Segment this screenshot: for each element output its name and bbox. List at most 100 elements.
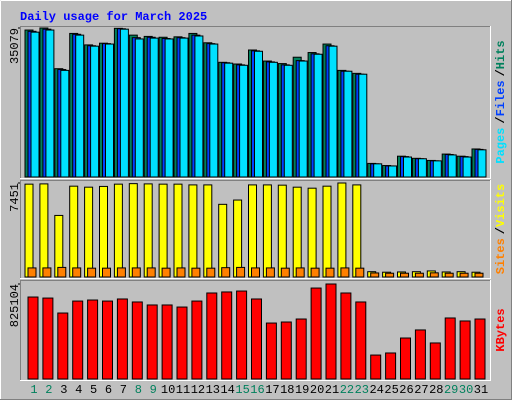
y-tick-label: 7451 xyxy=(8,183,22,212)
bar xyxy=(474,272,484,278)
bar xyxy=(373,163,383,178)
bar xyxy=(24,183,34,278)
x-tick-label: 31 xyxy=(474,383,488,397)
x-tick-label: 26 xyxy=(399,383,413,397)
bar xyxy=(444,272,454,278)
bar xyxy=(295,318,307,380)
bar xyxy=(343,70,353,178)
bar xyxy=(60,69,70,178)
bar xyxy=(328,45,338,178)
bar xyxy=(161,304,173,380)
bar xyxy=(352,184,362,278)
bar xyxy=(313,53,323,178)
x-tick-label: 9 xyxy=(150,383,157,397)
bar xyxy=(459,272,469,278)
bar xyxy=(99,185,108,278)
bar xyxy=(388,165,398,178)
bar xyxy=(251,267,260,278)
x-tick-label: 25 xyxy=(384,383,398,397)
bar xyxy=(113,183,123,278)
bar xyxy=(72,300,84,380)
bar xyxy=(176,267,186,278)
bar xyxy=(221,267,231,278)
legend-separator: / xyxy=(494,69,508,76)
legend-entry: Hits xyxy=(494,40,508,69)
bar xyxy=(429,342,441,380)
bar xyxy=(447,154,457,178)
legend-entry: KBytes xyxy=(494,308,508,351)
bar xyxy=(325,283,337,380)
x-tick-label: 5 xyxy=(90,383,97,397)
bar xyxy=(432,160,442,178)
bar xyxy=(176,306,188,380)
bar xyxy=(295,267,305,278)
bar xyxy=(131,267,141,278)
bar xyxy=(400,337,411,380)
bar xyxy=(414,329,426,380)
bar xyxy=(218,203,228,278)
x-tick-label: 21 xyxy=(325,383,339,397)
bar xyxy=(191,300,203,380)
bar xyxy=(206,267,216,278)
bar xyxy=(27,296,39,380)
bar xyxy=(116,267,126,278)
bar xyxy=(30,31,40,178)
legend-separator: / xyxy=(494,116,508,123)
x-tick-label: 14 xyxy=(220,383,234,397)
bar xyxy=(370,354,382,380)
bar xyxy=(358,73,368,178)
bar xyxy=(254,50,263,178)
bar xyxy=(340,267,350,278)
bar xyxy=(75,34,85,178)
bar xyxy=(128,183,138,278)
bar xyxy=(283,64,293,178)
x-tick-label: 24 xyxy=(369,383,383,397)
bar xyxy=(90,45,100,178)
x-tick-label: 4 xyxy=(75,383,82,397)
legend-entry: Files xyxy=(494,80,508,116)
x-tick-label: 29 xyxy=(444,383,458,397)
bar xyxy=(119,28,129,178)
x-tick-label: 2 xyxy=(45,383,52,397)
bar xyxy=(280,321,292,380)
legend: Pages/Files/Hits xyxy=(494,40,508,163)
bar xyxy=(102,300,113,380)
x-tick-label: 7 xyxy=(120,383,127,397)
bar xyxy=(146,267,156,278)
bar xyxy=(251,298,262,380)
bar xyxy=(206,292,218,380)
bar xyxy=(84,186,94,278)
bar xyxy=(307,187,317,278)
bar xyxy=(179,37,189,178)
bar xyxy=(355,267,365,278)
x-tick-label: 22 xyxy=(340,383,354,397)
bar xyxy=(262,184,272,278)
x-tick-label: 15 xyxy=(235,383,249,397)
bar xyxy=(370,272,380,278)
bar xyxy=(149,37,159,178)
x-tick-label: 12 xyxy=(191,383,205,397)
bar xyxy=(143,183,153,278)
x-tick-label: 20 xyxy=(310,383,324,397)
bar xyxy=(164,38,174,178)
bar xyxy=(233,199,243,278)
x-tick-label: 3 xyxy=(60,383,67,397)
bar xyxy=(72,267,82,278)
chart-title: Daily usage for March 2025 xyxy=(20,10,207,24)
legend: Sites /Visits xyxy=(494,184,508,274)
bar xyxy=(236,290,248,380)
x-tick-label: 10 xyxy=(161,383,175,397)
bar xyxy=(355,301,367,380)
bar xyxy=(337,182,347,278)
x-tick-label: 13 xyxy=(206,383,220,397)
bar xyxy=(194,35,204,178)
bar xyxy=(417,158,427,178)
legend-separator: / xyxy=(494,227,508,234)
bar xyxy=(385,352,397,380)
bar xyxy=(236,266,246,278)
y-tick-label: 35079 xyxy=(8,28,22,64)
bar xyxy=(87,267,97,278)
bar xyxy=(385,272,395,278)
bar xyxy=(265,267,275,278)
